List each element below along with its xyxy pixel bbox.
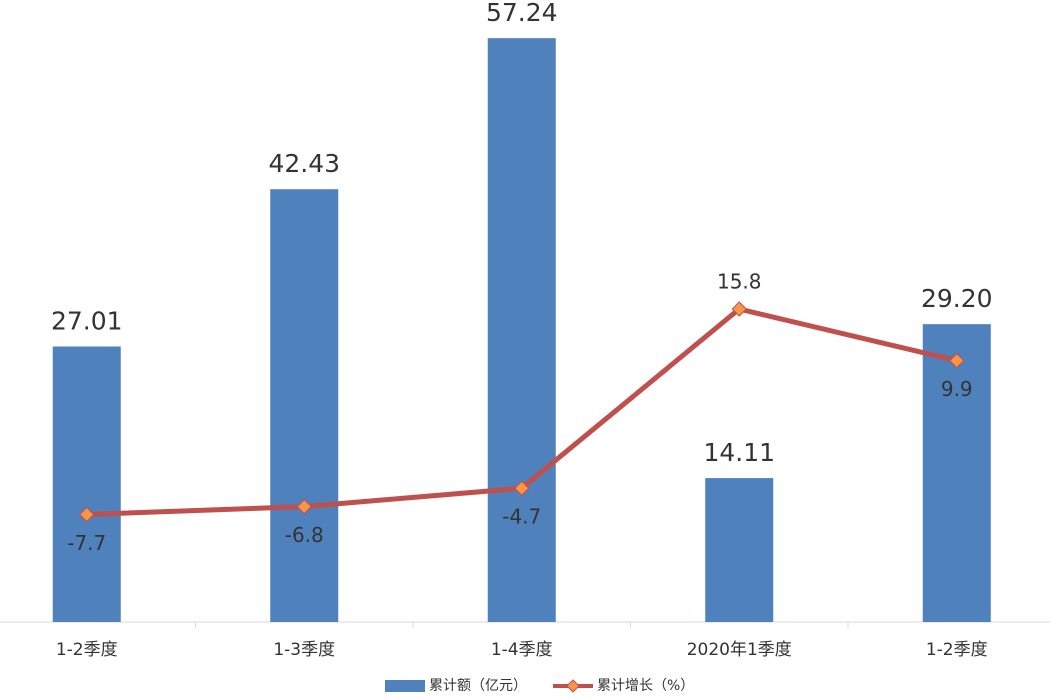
legend-label: 累计增长（%） <box>597 678 694 694</box>
line-value-label: -4.7 <box>502 505 541 529</box>
bar <box>52 346 121 622</box>
bar <box>487 38 556 623</box>
x-tick-label: 1-4季度 <box>491 640 553 660</box>
bar <box>705 478 774 622</box>
legend-marker <box>566 679 580 693</box>
x-tick-label: 1-2季度 <box>56 640 118 660</box>
line-marker <box>731 301 747 317</box>
x-tick-label: 1-2季度 <box>926 640 988 660</box>
bar-value-label: 57.24 <box>486 0 558 27</box>
line-value-label: -6.8 <box>285 523 324 547</box>
x-tick-label: 2020年1季度 <box>687 640 792 660</box>
bar-value-label: 42.43 <box>268 149 340 178</box>
line-value-label: 9.9 <box>941 377 973 401</box>
bar-value-label: 27.01 <box>51 306 123 335</box>
bar-value-label: 29.20 <box>921 284 993 313</box>
legend-label: 累计额（亿元） <box>429 678 527 694</box>
line-value-label: -7.7 <box>67 531 106 555</box>
line-marker <box>296 498 312 515</box>
bar <box>270 189 339 623</box>
line-marker <box>949 352 965 369</box>
bar <box>922 324 991 622</box>
line-value-label: 15.8 <box>717 270 762 294</box>
bar-value-label: 14.11 <box>703 438 775 467</box>
x-tick-label: 1-3季度 <box>273 640 335 660</box>
legend-swatch <box>385 680 425 692</box>
line-marker <box>79 506 95 523</box>
line-marker <box>514 480 530 496</box>
